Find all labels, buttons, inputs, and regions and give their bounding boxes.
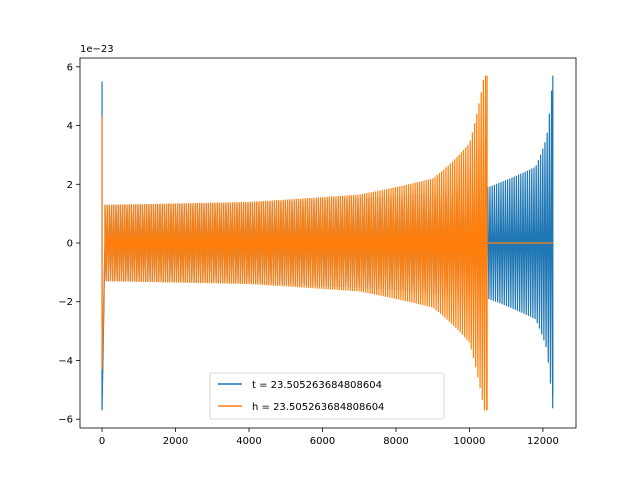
x-axis: 0 2000 4000 6000 8000 10000 12000 <box>99 428 559 447</box>
x-tick-label: 2000 <box>163 436 188 447</box>
y-scale-label: 1e−23 <box>80 44 114 55</box>
y-tick-label: 2 <box>67 180 73 191</box>
y-tick-label: −6 <box>58 415 73 426</box>
x-tick-label: 10000 <box>454 436 486 447</box>
y-tick-label: 0 <box>67 239 73 250</box>
legend: t = 23.505263684808604 h = 23.5052636848… <box>209 372 445 420</box>
y-axis: −6 −4 −2 0 2 4 6 <box>58 62 80 426</box>
legend-box <box>209 372 445 420</box>
x-tick-label: 0 <box>99 436 105 447</box>
x-tick-label: 8000 <box>383 436 408 447</box>
y-tick-label: 6 <box>67 62 73 73</box>
legend-label-h: h = 23.505263684808604 <box>252 402 384 413</box>
x-tick-label: 4000 <box>236 436 261 447</box>
y-tick-label: −2 <box>58 297 73 308</box>
y-tick-label: −4 <box>58 356 73 367</box>
x-tick-label: 12000 <box>527 436 559 447</box>
series-line-h <box>101 75 553 411</box>
x-tick-label: 6000 <box>310 436 335 447</box>
y-tick-label: 4 <box>67 121 73 132</box>
series-layer <box>101 75 554 411</box>
legend-label-t: t = 23.505263684808604 <box>252 380 382 391</box>
